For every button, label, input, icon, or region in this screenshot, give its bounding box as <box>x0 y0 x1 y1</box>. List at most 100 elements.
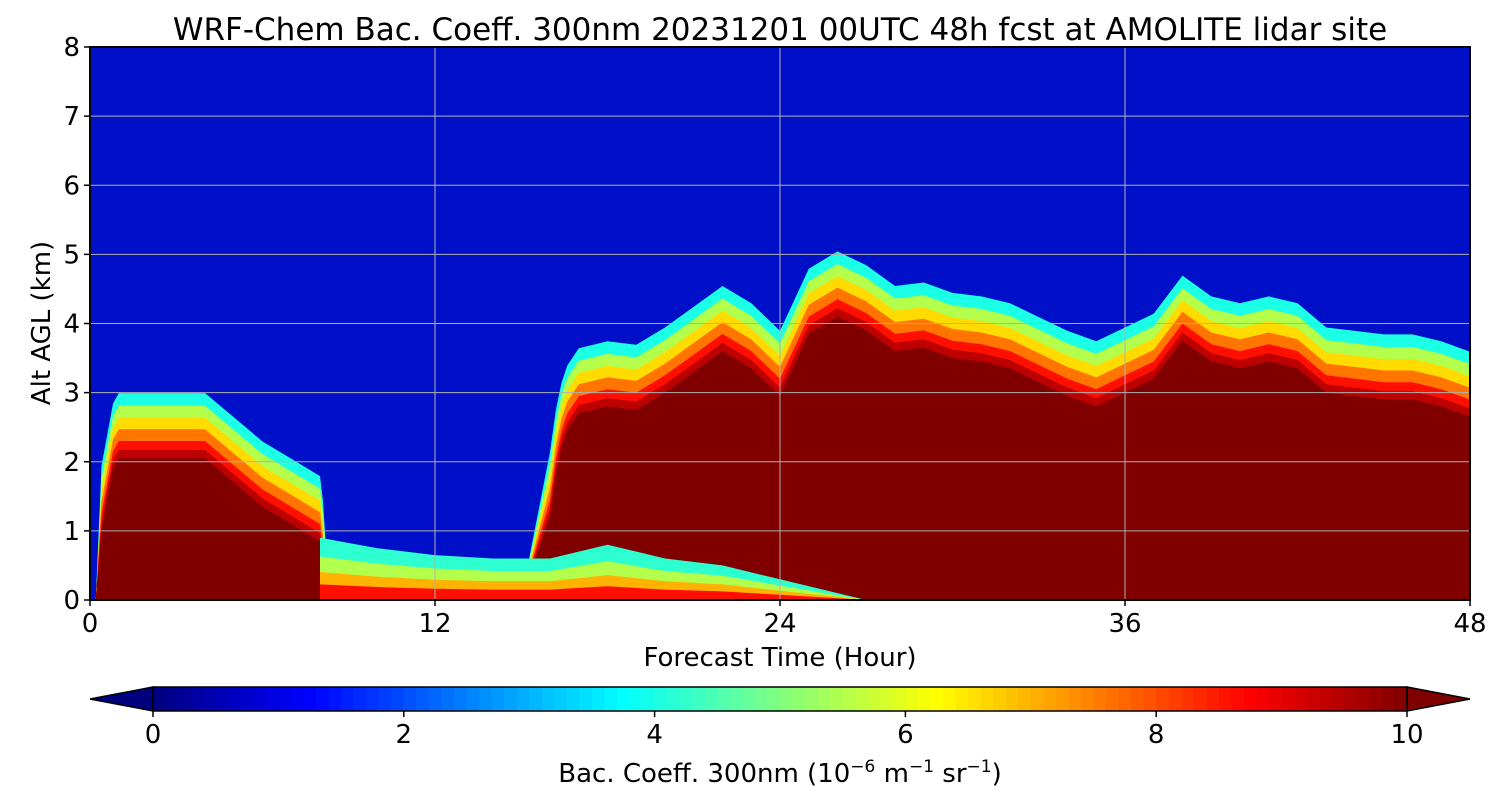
colorbar-cell <box>830 687 844 711</box>
colorbar-cell <box>842 687 856 711</box>
colorbar-cell <box>1156 687 1170 711</box>
colorbar-cell <box>541 687 555 711</box>
colorbar-cell <box>805 687 819 711</box>
colorbar-cell <box>240 687 254 711</box>
colorbar-extend-max-arrow <box>1406 686 1471 712</box>
colorbar-cell <box>905 687 919 711</box>
colorbar-cell <box>554 687 568 711</box>
colorbar-cell <box>215 687 229 711</box>
colorbar-cell <box>290 687 305 711</box>
colorbar-cell <box>1080 687 1095 711</box>
colorbar-cell <box>667 687 681 711</box>
colorbar-cell <box>1344 687 1358 711</box>
colorbar-cell <box>1331 687 1345 711</box>
colorbar-tick-label: 8 <box>1148 720 1165 750</box>
colorbar-cell <box>704 687 718 711</box>
heatmap-field <box>95 251 1470 600</box>
colorbar-cell <box>265 687 279 711</box>
colorbar-tick-label: 10 <box>1390 720 1423 750</box>
x-tick-label: 12 <box>418 609 451 639</box>
colorbar-cell <box>604 687 618 711</box>
colorbar-cell <box>153 687 167 711</box>
colorbar-cell <box>1181 687 1195 711</box>
surface-aerosol-layer <box>320 584 867 600</box>
colorbar-cell <box>1281 687 1295 711</box>
colorbar-cell <box>566 687 580 711</box>
colorbar-cell <box>717 687 731 711</box>
colorbar-cell <box>328 687 342 711</box>
colorbar-cell <box>780 687 794 711</box>
y-tick-label: 8 <box>63 33 80 63</box>
colorbar-cell <box>341 687 355 711</box>
colorbar-cell <box>1106 687 1120 711</box>
colorbar-cell <box>403 687 417 711</box>
colorbar-cell <box>1319 687 1333 711</box>
x-tick-label: 0 <box>82 609 99 639</box>
y-tick-label: 4 <box>63 310 80 340</box>
colorbar-cell <box>1030 687 1044 711</box>
colorbar-tick-label: 6 <box>897 720 914 750</box>
colorbar-cell <box>1118 687 1132 711</box>
y-tick-label: 6 <box>63 171 80 201</box>
colorbar-cell <box>303 687 317 711</box>
colorbar-gradient <box>153 687 1408 711</box>
colorbar-tick-label: 4 <box>646 720 663 750</box>
colorbar-cell <box>1294 687 1308 711</box>
x-axis-label: Forecast Time (Hour) <box>643 643 916 673</box>
colorbar-cell <box>993 687 1007 711</box>
colorbar-tick-label: 2 <box>396 720 413 750</box>
colorbar-cell <box>642 687 656 711</box>
colorbar-cell <box>228 687 242 711</box>
colorbar-cell <box>178 687 192 711</box>
colorbar-cell <box>792 687 806 711</box>
colorbar-cell <box>466 687 480 711</box>
colorbar-cell <box>391 687 405 711</box>
colorbar-cell <box>629 687 643 711</box>
x-tick-label: 48 <box>1453 609 1486 639</box>
colorbar-cell <box>165 687 179 711</box>
colorbar-cell <box>453 687 468 711</box>
colorbar-cell <box>1394 687 1408 711</box>
colorbar-cell <box>1369 687 1383 711</box>
y-tick-label: 1 <box>63 517 80 547</box>
colorbar-extend-min-arrow <box>89 686 154 712</box>
colorbar-cell <box>1143 687 1157 711</box>
x-tick-label: 24 <box>763 609 796 639</box>
colorbar-cell <box>1193 687 1207 711</box>
y-axis: 0 1 2 3 4 5 6 7 8 <box>63 33 90 616</box>
colorbar-cell <box>278 687 292 711</box>
x-tick-label: 36 <box>1108 609 1141 639</box>
colorbar-cell <box>880 687 894 711</box>
colorbar-cell <box>1356 687 1370 711</box>
colorbar-cell <box>353 687 367 711</box>
colorbar-cell <box>855 687 869 711</box>
colorbar-cell <box>491 687 505 711</box>
colorbar-cell <box>1068 687 1082 711</box>
colorbar-cell <box>1018 687 1032 711</box>
colorbar-cell <box>754 687 769 711</box>
colorbar-cell <box>1131 687 1145 711</box>
colorbar-cell <box>729 687 743 711</box>
colorbar-cell <box>1381 687 1396 711</box>
colorbar-cell <box>980 687 994 711</box>
colorbar-cell <box>654 687 668 711</box>
colorbar-cell <box>1243 687 1258 711</box>
colorbar-cell <box>1005 687 1019 711</box>
colorbar-cell <box>767 687 781 711</box>
colorbar-cell <box>1256 687 1270 711</box>
y-tick-label: 2 <box>63 448 80 478</box>
colorbar-cell <box>1055 687 1070 711</box>
colorbar-cell <box>1043 687 1057 711</box>
colorbar-tick-label: 0 <box>145 720 162 750</box>
colorbar-cell <box>867 687 881 711</box>
colorbar-cell <box>1306 687 1320 711</box>
chart-title: WRF-Chem Bac. Coeff. 300nm 20231201 00UT… <box>173 12 1387 48</box>
colorbar-cell <box>930 687 944 711</box>
colorbar-cell <box>616 687 631 711</box>
colorbar-cell <box>190 687 204 711</box>
colorbar-cell <box>1168 687 1182 711</box>
colorbar-cell <box>892 687 906 711</box>
y-axis-label: Alt AGL (km) <box>27 241 57 405</box>
colorbar-cell <box>504 687 518 711</box>
